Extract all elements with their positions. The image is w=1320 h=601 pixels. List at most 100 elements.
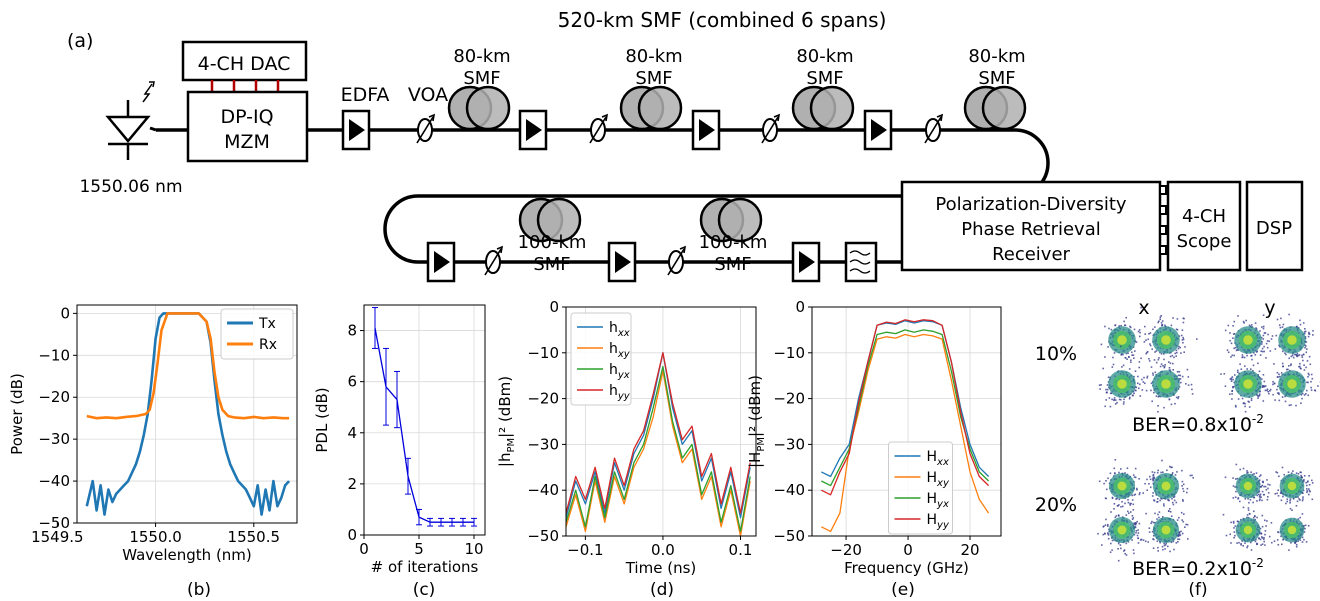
symbol-dot <box>1257 395 1259 398</box>
symbol-dot <box>1303 538 1305 541</box>
symbol-dot <box>1123 401 1125 403</box>
symbol-dot <box>1196 338 1198 340</box>
symbol-dot <box>1282 350 1284 353</box>
symbol-dot <box>1187 384 1190 386</box>
symbol-dot <box>1158 516 1160 519</box>
amplifier-triangle <box>615 251 631 273</box>
symbol-dot <box>1301 392 1304 395</box>
symbol-dot <box>1233 354 1235 357</box>
y-tick-label: 0 <box>60 304 70 322</box>
symbol-dot <box>1261 386 1264 388</box>
symbol-dot <box>1129 502 1131 505</box>
symbol-dot <box>1259 538 1262 541</box>
amplifier-triangle <box>699 119 715 141</box>
modulator-line2: MZM <box>224 131 270 153</box>
constellation <box>1097 459 1194 562</box>
symbol-dot <box>1258 493 1260 496</box>
symbol-dot <box>1140 306 1142 309</box>
x-axis-label: Wavelength (nm) <box>122 546 252 564</box>
symbol-dot <box>1267 483 1269 486</box>
symbol-dot <box>1264 332 1267 334</box>
symbol-dot <box>1170 466 1172 469</box>
symbol-dot <box>1132 509 1135 511</box>
symbol-dot <box>1267 333 1269 336</box>
symbol-dot <box>1299 319 1301 322</box>
symbol-dot <box>1104 405 1106 408</box>
symbol-dot <box>1154 512 1156 515</box>
y-tick-label: −40 <box>38 472 70 490</box>
constellation-cluster <box>1270 313 1314 371</box>
symbol-dot <box>1242 320 1245 323</box>
symbol-dot <box>1132 474 1135 476</box>
span-6-type: SMF <box>714 254 751 275</box>
symbol-dot <box>1190 383 1193 386</box>
symbol-dot <box>1278 475 1280 478</box>
symbol-dot <box>1267 390 1269 393</box>
symbol-dot <box>1138 366 1140 369</box>
modulator-line1: DP-IQ <box>220 106 273 128</box>
symbol-dot <box>1281 466 1284 469</box>
symbol-dot <box>1177 534 1180 537</box>
symbol-dot <box>1139 383 1141 386</box>
symbol-dot <box>1189 474 1192 477</box>
symbol-dot <box>1250 549 1253 551</box>
symbol-dot <box>1308 475 1310 477</box>
symbol-dot <box>1183 351 1185 353</box>
attenuator-icon <box>667 245 687 276</box>
symbol-dot <box>1145 339 1147 341</box>
symbol-dot <box>1281 396 1284 398</box>
y-tick-label: −50 <box>773 527 805 545</box>
symbol-dot <box>1289 502 1291 504</box>
symbol-dot <box>1266 498 1269 501</box>
symbol-dot <box>1159 318 1161 321</box>
symbol-dot <box>1305 393 1307 395</box>
symbol-dot <box>1284 395 1286 398</box>
symbol-dot <box>1136 534 1139 537</box>
span-2-type: SMF <box>635 68 672 89</box>
symbol-dot <box>1145 352 1147 355</box>
symbol-dot <box>1186 368 1189 371</box>
symbol-dot <box>1102 533 1105 536</box>
density-core <box>1161 335 1171 345</box>
symbol-dot <box>1299 516 1301 519</box>
density-core <box>1287 481 1297 491</box>
symbol-dot <box>1303 332 1306 335</box>
symbol-dot <box>1308 493 1310 496</box>
spool-ring-right <box>981 85 1027 131</box>
symbol-dot <box>1263 380 1266 383</box>
symbol-dot <box>1282 323 1285 326</box>
legend-frame <box>888 441 953 535</box>
symbol-dot <box>1169 355 1172 358</box>
symbol-dot <box>1304 330 1307 333</box>
symbol-dot <box>1283 473 1285 476</box>
symbol-dot <box>1300 476 1303 478</box>
attenuator-arrowhead <box>428 113 436 122</box>
symbol-dot <box>1281 326 1284 328</box>
symbol-dot <box>1141 389 1144 391</box>
symbol-dot <box>1278 375 1281 378</box>
symbol-dot <box>1273 540 1276 542</box>
x-tick-label: −0.1 <box>567 541 603 559</box>
symbol-dot <box>1178 516 1180 519</box>
symbol-dot <box>1155 494 1158 496</box>
symbol-dot <box>1244 542 1246 544</box>
symbol-dot <box>1295 353 1297 356</box>
symbol-dot <box>1227 324 1230 327</box>
symbol-dot <box>1170 403 1173 406</box>
y-tick-label: −40 <box>527 481 559 499</box>
spool-ring-right <box>465 85 511 131</box>
symbol-dot <box>1133 476 1136 478</box>
symbol-dot <box>1120 324 1122 327</box>
symbol-dot <box>1261 378 1263 380</box>
symbol-dot <box>1232 325 1234 327</box>
symbol-dot <box>1247 471 1249 474</box>
symbol-dot <box>1145 389 1148 392</box>
x-tick-label: 1549.5 <box>31 528 84 546</box>
symbol-dot <box>1178 531 1181 533</box>
symbol-dot <box>1297 473 1300 475</box>
symbol-dot <box>1134 526 1137 529</box>
symbol-dot <box>1258 370 1261 373</box>
symbol-dot <box>1296 354 1298 356</box>
symbol-dot <box>1246 472 1248 474</box>
attenuator-arrow <box>484 248 502 276</box>
